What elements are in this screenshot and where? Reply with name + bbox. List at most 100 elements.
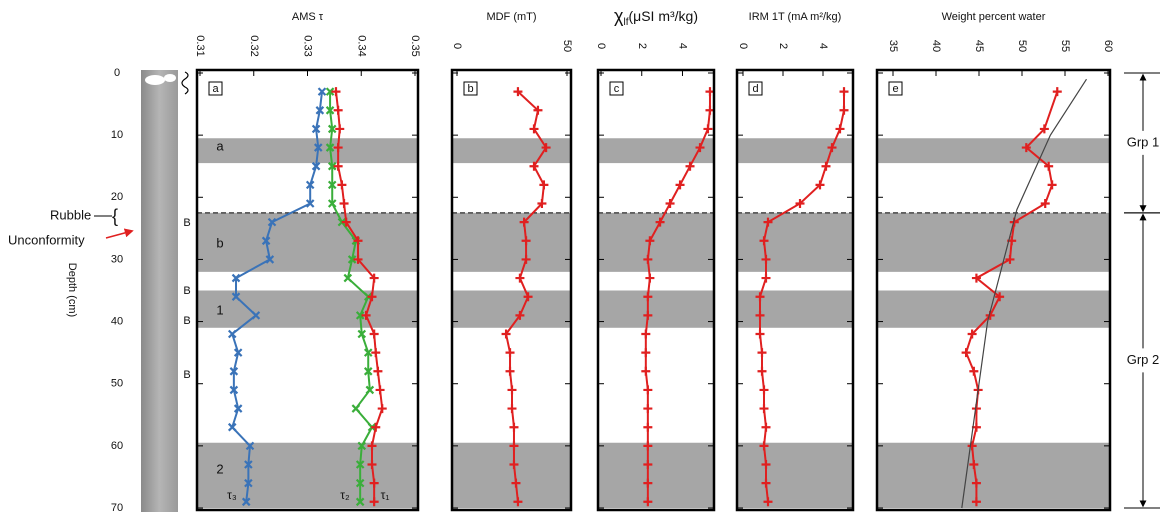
data-point: [327, 124, 337, 134]
data-point: [357, 441, 367, 451]
shaded-interval: [452, 442, 571, 508]
x-tick-label: 4: [817, 43, 829, 49]
x-tick-label: 2: [636, 43, 648, 49]
title-unit: (μSI m³/kg): [628, 8, 698, 24]
data-point: [244, 478, 253, 488]
unconformity-arrow: [105, 228, 134, 239]
series-name: τ₁: [381, 488, 390, 502]
data-point: [265, 255, 275, 264]
x-tick-label: 35: [887, 40, 899, 52]
data-point: [515, 310, 525, 320]
zone-label: 1: [216, 302, 223, 317]
data-point: [355, 478, 365, 488]
data-point: [641, 348, 651, 358]
data-point: [367, 441, 377, 451]
data-point: [1005, 254, 1015, 264]
data-point: [1052, 87, 1062, 97]
data-point: [353, 236, 363, 246]
data-point: [971, 478, 981, 488]
data-point: [763, 497, 773, 507]
data-point: [1047, 180, 1057, 190]
depth-tick-label: 40: [111, 315, 123, 327]
series-line: [965, 91, 1059, 502]
rubble-label: Rubble: [50, 207, 91, 222]
depth-tick-label: 20: [111, 191, 123, 203]
data-point: [244, 460, 253, 469]
shaded-interval: [737, 212, 853, 272]
data-point: [643, 497, 653, 507]
title-subscript: lf: [623, 17, 628, 28]
panel-title: χlf(μSI m³/kg): [614, 6, 698, 28]
core-photo: [141, 70, 178, 512]
data-point: [761, 478, 771, 488]
panel-letter: c: [614, 83, 620, 95]
data-point: [333, 143, 343, 153]
data-point: [505, 366, 515, 376]
x-tick-label: 0: [595, 43, 607, 49]
shaded-interval: [598, 290, 714, 328]
data-point: [519, 217, 529, 227]
x-tick-label: 0.33: [302, 35, 314, 56]
data-point: [331, 87, 341, 97]
shaded-interval: [877, 442, 1110, 508]
data-point: [325, 106, 335, 115]
data-point: [969, 460, 979, 469]
x-tick-label: 0.34: [355, 35, 367, 56]
data-point: [311, 124, 321, 134]
data-point: [333, 161, 343, 171]
shaded-interval: [452, 212, 571, 272]
data-point: [353, 254, 363, 264]
data-point: [505, 348, 515, 358]
panel-letter-box: [609, 81, 624, 96]
depth-tick-label: 60: [111, 440, 123, 452]
core-void: [164, 74, 176, 82]
data-point: [761, 422, 771, 432]
shaded-interval: [737, 290, 853, 328]
data-point: [369, 497, 379, 507]
data-point: [507, 404, 517, 414]
data-point: [1040, 199, 1050, 208]
data-point: [335, 124, 345, 134]
data-point: [761, 254, 771, 264]
data-point: [821, 161, 831, 171]
panel-letter: d: [752, 83, 758, 95]
data-point: [311, 161, 321, 171]
x-tick-label: 50: [1016, 40, 1028, 52]
group-label: Grp 1: [1127, 134, 1160, 149]
data-point: [839, 105, 849, 115]
data-point: [371, 348, 381, 358]
x-tick-label: 4: [677, 43, 689, 49]
data-point: [509, 460, 519, 469]
data-point: [795, 199, 805, 208]
bioturbation-label: B: [183, 369, 190, 381]
x-tick-label: 55: [1059, 40, 1071, 52]
data-point: [317, 87, 327, 96]
data-point: [339, 199, 349, 208]
panel-letter-box: [888, 81, 903, 96]
x-tick-label: 0.31: [194, 35, 206, 56]
data-point: [645, 273, 655, 283]
data-point: [327, 199, 337, 208]
data-point: [333, 105, 343, 115]
data-point: [233, 348, 243, 357]
data-point: [245, 441, 255, 451]
data-point: [967, 329, 977, 339]
data-point: [1021, 143, 1031, 153]
data-point: [511, 478, 521, 488]
x-tick-label: 60: [1102, 40, 1114, 52]
data-point: [995, 292, 1005, 302]
shaded-interval: [452, 138, 571, 164]
data-point: [521, 236, 531, 246]
data-point: [325, 143, 335, 152]
data-point: [971, 273, 981, 283]
data-point: [373, 366, 383, 376]
x-tick-label: 0.35: [409, 35, 421, 56]
data-point: [1039, 124, 1049, 134]
data-point: [643, 254, 653, 264]
data-point: [643, 441, 653, 451]
data-point: [341, 217, 351, 227]
data-point: [759, 404, 769, 414]
data-point: [227, 329, 237, 339]
data-point: [641, 329, 651, 339]
